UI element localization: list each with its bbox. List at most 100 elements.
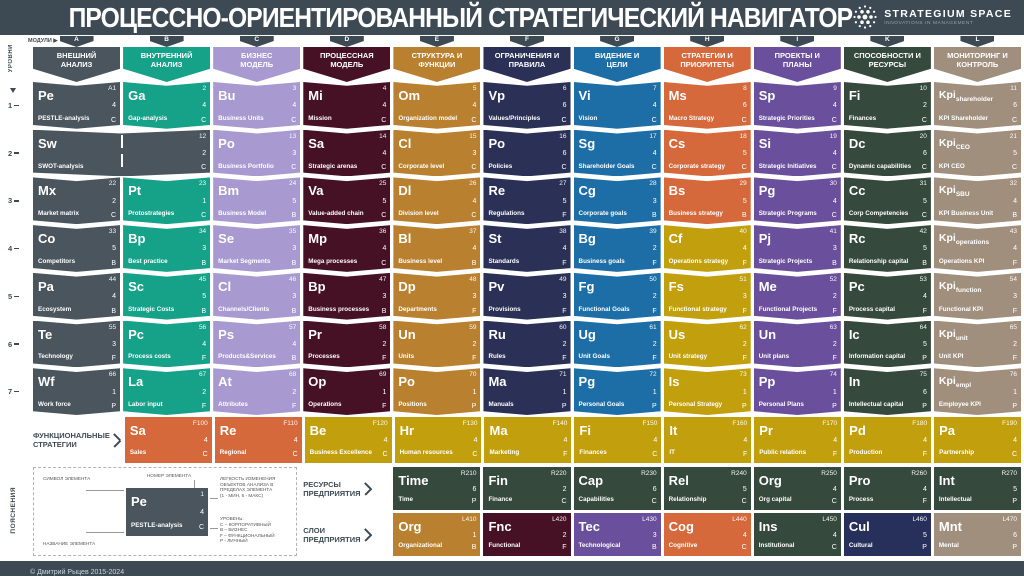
element-cell[interactable]: 29 Bs 5 Business strategy B — [663, 177, 751, 225]
element-cell[interactable]: 57 Ps 4 Products&Services B — [213, 320, 301, 368]
element-cell[interactable]: R220 Fin 2 Finance C — [483, 467, 571, 510]
element-cell[interactable]: 23 Pt 1 Protostrategies C — [123, 177, 211, 225]
element-cell[interactable]: 66 Wf 1 Work force P — [33, 368, 121, 415]
element-cell[interactable]: 40 Cf 4 Operations strategy F — [663, 225, 751, 272]
element-cell[interactable]: 76 Kpiempl 1 Employee KPI P — [933, 368, 1021, 415]
element-cell[interactable]: 59 Un 2 Units F — [393, 320, 481, 368]
element-cell[interactable]: 32 KpiSBU 4 KPI Business Unit B — [933, 177, 1021, 225]
element-cell[interactable]: 48 Dp 3 Departments F — [393, 272, 481, 320]
element-cell[interactable]: F130 Hr 4 Human resources C — [394, 417, 482, 463]
element-cell[interactable]: 36 Mp 4 Mega processes C — [303, 225, 391, 272]
module-column-header[interactable]: F ОГРАНИЧЕНИЯ И ПРАВИЛА — [483, 36, 571, 82]
element-cell[interactable]: L410 Org 1 Organizational B — [393, 513, 481, 556]
element-cell[interactable]: 70 Po 1 Positions P — [393, 368, 481, 415]
module-column-header[interactable]: I ПРОЕКТЫ И ПЛАНЫ — [753, 36, 841, 82]
element-cell[interactable]: 17 Sg 4 Shareholder Goals C — [573, 129, 661, 177]
element-cell[interactable]: 25 Va 5 Value-added chain C — [303, 177, 391, 225]
element-cell[interactable]: 27 Re 5 Regulations F — [483, 177, 571, 225]
element-cell[interactable]: 22 Mx 2 Market matrix C — [33, 177, 121, 225]
element-cell[interactable]: 45 Sc 5 Strategic Costs B — [123, 272, 211, 320]
element-cell[interactable]: 39 Bg 2 Business goals F — [573, 225, 661, 272]
module-column-header[interactable]: K СПОСОБНОСТИ И РЕСУРСЫ — [843, 36, 931, 82]
element-cell[interactable]: 5 Om 4 Organization model C — [393, 82, 481, 129]
element-cell[interactable]: 72 Pg 1 Personal Goals P — [573, 368, 661, 415]
module-column-header[interactable]: H СТРАТЕГИИ И ПРИОРИТЕТЫ — [663, 36, 751, 82]
element-cell[interactable]: 33 Co 5 Competitors B — [33, 225, 121, 272]
element-cell[interactable]: F180 Pd 4 Production F — [844, 417, 932, 463]
element-cell[interactable]: 51 Fs 3 Functional strategy F — [663, 272, 751, 320]
element-cell[interactable]: 7 Vi 4 Vision C — [573, 82, 661, 129]
module-column-header[interactable]: C БИЗНЕС МОДЕЛЬ — [213, 36, 301, 82]
element-cell[interactable]: 19 Si 4 Strategic Initiatives C — [753, 129, 841, 177]
element-cell[interactable]: 53 Pc 4 Process capital F — [843, 272, 931, 320]
module-column-header[interactable]: A ВНЕШНИЙ АНАЛИЗ — [33, 36, 121, 82]
element-cell[interactable]: 6 Vp 6 Values/Principles C — [483, 82, 571, 129]
element-cell[interactable]: 9 Sp 4 Strategic Priorities C — [753, 82, 841, 129]
element-cell[interactable]: 14 Sa 4 Strategic arenas C — [303, 129, 391, 177]
element-cell[interactable]: 16 Po 6 Policies C — [483, 129, 571, 177]
element-cell[interactable]: 54 Kpifunction 3 Functional KPI F — [933, 272, 1021, 320]
element-cell[interactable]: 63 Un 2 Unit plans F — [753, 320, 841, 368]
element-cell[interactable]: L420 Fnc 2 Functional F — [483, 513, 571, 556]
element-cell[interactable]: 15 Cl 3 Corporate level C — [393, 129, 481, 177]
element-cell[interactable]: F110 Re 4 Regional C — [214, 417, 302, 463]
element-cell[interactable]: 11 Kpishareholder 6 KPI Shareholder C — [933, 82, 1021, 129]
element-cell[interactable]: 35 Se 3 Market Segments B — [213, 225, 301, 272]
element-cell[interactable]: 64 Ic 5 Information capital P — [843, 320, 931, 368]
module-column-header[interactable]: E СТРУКТУРА И ФУНКЦИИ — [393, 36, 481, 82]
element-cell[interactable]: 73 Is 1 Personal Strategy P — [663, 368, 751, 415]
element-cell[interactable]: 65 Kpiunit 2 Unit KPI F — [933, 320, 1021, 368]
module-column-header[interactable]: D ПРОЦЕССНАЯ МОДЕЛЬ — [303, 36, 391, 82]
element-cell[interactable]: 2 Ga 4 Gap-analysis C — [123, 82, 211, 129]
element-cell[interactable]: 58 Pr 2 Processes F — [303, 320, 391, 368]
element-cell[interactable]: 18 Cs 5 Corporate strategy C — [663, 129, 751, 177]
element-cell[interactable]: 26 Dl 4 Division level C — [393, 177, 481, 225]
element-cell[interactable]: 30 Pg 4 Strategic Programs C — [753, 177, 841, 225]
element-cell[interactable]: 38 St 4 Standards F — [483, 225, 571, 272]
element-cell[interactable]: 69 Op 1 Operations F — [303, 368, 391, 415]
element-cell[interactable]: 71 Ma 1 Manuals P — [483, 368, 571, 415]
element-cell[interactable]: L460 Cul 5 Cultural P — [843, 513, 931, 556]
element-cell[interactable]: R270 Int 5 Intellectual P — [933, 467, 1021, 510]
element-cell[interactable]: 50 Fg 2 Functional Goals F — [573, 272, 661, 320]
element-cell[interactable]: 21 KpiCEO 5 KPI CEO C — [933, 129, 1021, 177]
logo[interactable]: STRATEGIUM SPACE INNOVATIONS IN MANAGEME… — [852, 4, 1012, 30]
element-cell[interactable]: R240 Rel 5 Relationship C — [663, 467, 751, 510]
element-cell[interactable]: 46 Cl 3 Channels/Clients B — [213, 272, 301, 320]
element-cell[interactable]: L440 Cog 4 Cognitive C — [663, 513, 751, 556]
element-cell[interactable]: F150 Fi 4 Finances C — [574, 417, 662, 463]
element-cell[interactable]: 47 Bp 3 Business processes B — [303, 272, 391, 320]
element-cell[interactable]: 3 Bu 4 Business Units C — [213, 82, 301, 129]
element-cell[interactable]: F170 Pr 4 Public relations F — [754, 417, 842, 463]
element-cell[interactable]: 8 Ms 6 Macro Strategy C — [663, 82, 751, 129]
element-cell[interactable]: 41 Pj 3 Strategic Projects B — [753, 225, 841, 272]
element-cell[interactable]: R210 Time 6 Time P — [393, 467, 481, 510]
element-cell[interactable]: 43 Kpioperations 4 Operations KPI F — [933, 225, 1021, 272]
element-cell[interactable]: L430 Tec 3 Technological B — [573, 513, 661, 556]
element-cell[interactable]: 61 Ug 2 Unit Goals F — [573, 320, 661, 368]
element-cell[interactable]: 34 Bp 3 Best practice B — [123, 225, 211, 272]
element-cell[interactable]: 20 Dc 6 Dynamic capabilities C — [843, 129, 931, 177]
element-cell[interactable]: 67 La 2 Labor input F — [123, 368, 211, 415]
element-cell[interactable]: A1 Pe 4 PESTLE-analysis C — [33, 82, 121, 129]
element-cell[interactable]: 49 Pv 3 Provisions F — [483, 272, 571, 320]
element-cell[interactable]: 10 Fi 2 Finances C — [843, 82, 931, 129]
element-cell[interactable]: 42 Rc 5 Relationship capital B — [843, 225, 931, 272]
element-cell[interactable]: F100 Sa 4 Sales C — [124, 417, 212, 463]
element-cell[interactable]: F190 Pa 4 Partnership C — [934, 417, 1021, 463]
module-column-header[interactable]: G ВИДЕНИЕ И ЦЕЛИ — [573, 36, 661, 82]
element-cell[interactable]: 56 Pc 4 Process costs F — [123, 320, 211, 368]
element-cell[interactable]: 31 Cc 5 Corp Competencies C — [843, 177, 931, 225]
module-column-header[interactable]: L МОНИТОРИНГ И КОНТРОЛЬ — [933, 36, 1021, 82]
element-cell[interactable]: 75 In 6 Intellectual capital P — [843, 368, 931, 415]
element-cell[interactable]: 12 Sw 2 SWOT-analysis C — [33, 129, 211, 177]
element-cell[interactable]: R260 Pro 4 Process F — [843, 467, 931, 510]
element-cell[interactable]: 24 Bm 5 Business Model B — [213, 177, 301, 225]
element-cell[interactable]: 74 Pp 1 Personal Plans P — [753, 368, 841, 415]
element-cell[interactable]: F160 It 4 IT F — [664, 417, 752, 463]
element-cell[interactable]: R230 Cap 6 Capabilities C — [573, 467, 661, 510]
element-cell[interactable]: R250 Org 4 Org capital C — [753, 467, 841, 510]
element-cell[interactable]: 55 Te 3 Technology F — [33, 320, 121, 368]
element-cell[interactable]: L470 Mnt 6 Mental P — [933, 513, 1021, 556]
element-cell[interactable]: 44 Pa 4 Ecosystem B — [33, 272, 121, 320]
